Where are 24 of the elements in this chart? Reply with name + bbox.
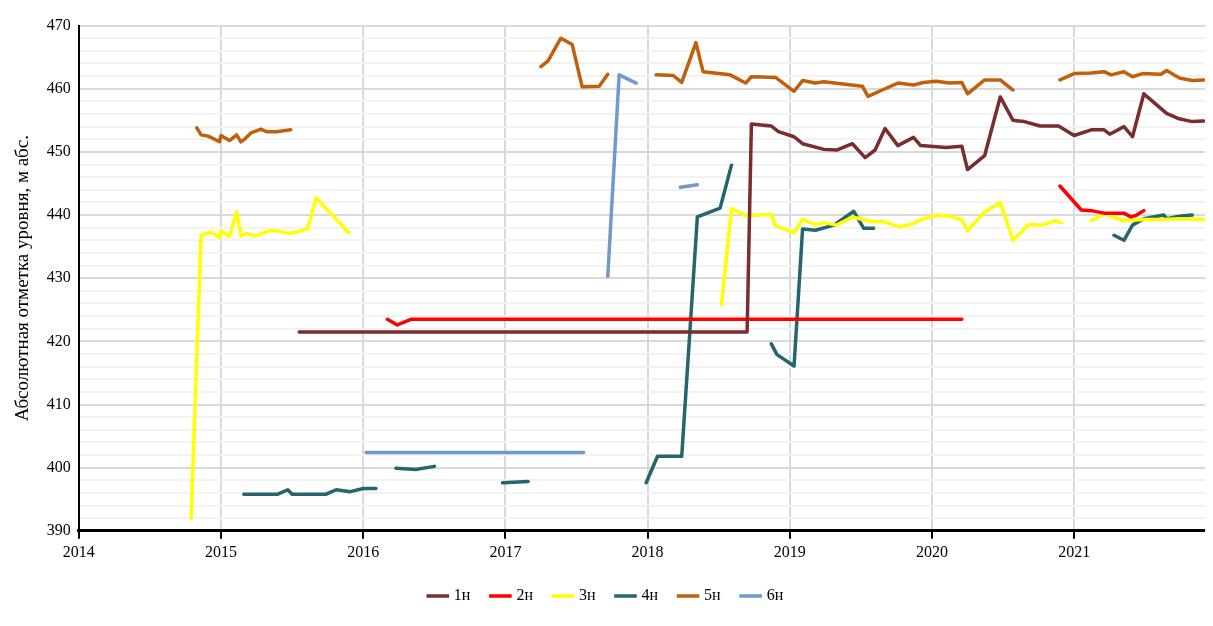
x-tick-label: 2020: [915, 542, 948, 560]
y-tick-label: 400: [46, 457, 71, 475]
x-tick-label: 2014: [62, 542, 95, 560]
legend-label: 2н: [516, 586, 534, 604]
y-tick-label: 470: [46, 15, 71, 33]
y-tick-label: 430: [46, 268, 71, 286]
legend-label: 5н: [704, 586, 722, 604]
y-tick-label: 450: [46, 142, 71, 160]
y-axis-title: Абсолютная отметка уровня, м абс.: [11, 135, 33, 422]
x-tick-label: 2016: [347, 542, 380, 560]
y-tick-label: 420: [46, 331, 71, 349]
legend-label: 4н: [641, 586, 659, 604]
x-tick-label: 2019: [773, 542, 806, 560]
y-tick-label: 440: [46, 205, 71, 223]
y-tick-label: 410: [46, 394, 71, 412]
legend-label: 1н: [453, 586, 471, 604]
x-tick-label: 2015: [205, 542, 237, 560]
y-tick-label: 460: [46, 78, 71, 96]
legend-label: 3н: [578, 586, 596, 604]
x-tick-label: 2018: [631, 542, 664, 560]
legend-label: 6н: [766, 586, 784, 604]
y-tick-label: 390: [46, 521, 71, 538]
x-tick-label: 2017: [489, 542, 522, 560]
x-tick-label: 2021: [1058, 542, 1091, 560]
